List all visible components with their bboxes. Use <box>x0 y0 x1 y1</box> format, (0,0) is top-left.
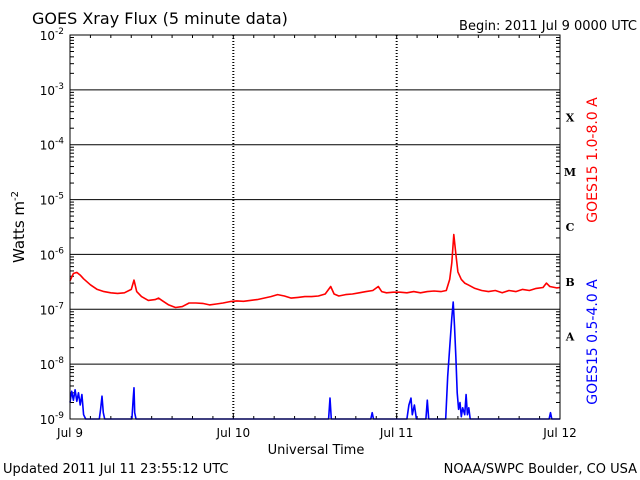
plot-frame <box>69 34 561 420</box>
x-axis-label: Universal Time <box>268 443 365 458</box>
x-tick-label: Jul 9 <box>56 426 83 440</box>
series-line-long-channel <box>69 233 561 309</box>
flare-class-label: A <box>565 331 575 344</box>
x-tick-label: Jul 11 <box>379 426 414 440</box>
y-tick-label: 10-2 <box>40 27 64 43</box>
y-tick-label: 10-9 <box>40 411 65 427</box>
footer-updated: Updated 2011 Jul 11 23:55:12 UTC <box>3 462 228 477</box>
footer-source: NOAA/SWPC Boulder, CO USA <box>444 462 637 477</box>
x-tick-label: Jul 12 <box>542 426 577 440</box>
y-tick-label: 10-5 <box>40 192 64 208</box>
legend-short-channel: GOES15 0.5-4.0 A <box>585 279 601 405</box>
y-axis-ticks: 10-2 10-3 10-4 10-5 10-6 10-7 10-8 10-9 <box>40 27 560 427</box>
y-tick-label: 10-6 <box>40 246 65 262</box>
y-tick-label: 10-7 <box>40 301 64 317</box>
x-axis-ticks: Jul 9 Jul 10 Jul 11 Jul 12 <box>56 35 577 440</box>
y-axis-label: Watts m-2 <box>10 191 28 263</box>
legend-long-channel: GOES15 1.0-8.0 A <box>585 97 601 223</box>
x-tick-label: Jul 10 <box>216 426 251 440</box>
y-tick-label: 10-4 <box>40 137 65 153</box>
chart-title: GOES Xray Flux (5 minute data) <box>32 9 288 28</box>
y-tick-label: 10-8 <box>40 356 65 372</box>
flare-class-labels: X M C B A <box>564 111 576 343</box>
begin-label: Begin: 2011 Jul 9 0000 UTC <box>459 19 637 34</box>
flare-class-label: X <box>566 111 575 124</box>
flare-class-label: C <box>566 221 575 234</box>
flare-class-label: B <box>565 276 574 289</box>
grid-lines <box>70 35 560 419</box>
y-tick-label: 10-3 <box>40 82 64 98</box>
flare-class-label: M <box>564 166 576 179</box>
